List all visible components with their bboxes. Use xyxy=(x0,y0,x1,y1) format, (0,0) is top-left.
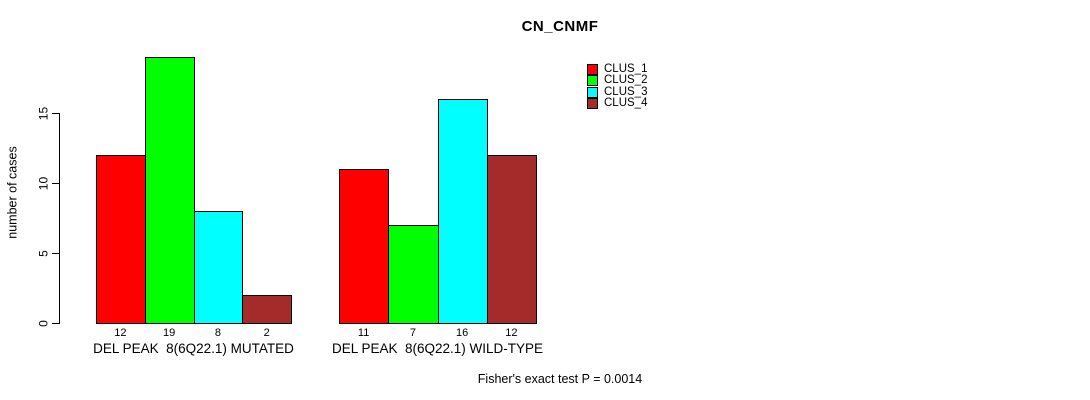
legend-swatch xyxy=(587,64,598,75)
legend-item: CLUS_3 xyxy=(587,85,648,98)
y-tick-label: 10 xyxy=(36,176,51,190)
bar-value-label: 12 xyxy=(505,327,518,339)
chart-title: CN_CNMF xyxy=(521,18,599,35)
legend-label: CLUS_3 xyxy=(604,85,648,98)
bar xyxy=(242,295,292,324)
legend-item: CLUS_2 xyxy=(587,74,648,87)
bar xyxy=(486,155,537,324)
bar xyxy=(193,211,244,324)
legend-label: CLUS_4 xyxy=(604,96,648,109)
y-axis-line xyxy=(59,113,60,324)
bar xyxy=(96,155,146,324)
y-tick-label: 5 xyxy=(36,249,51,257)
legend-label: CLUS_2 xyxy=(604,74,648,87)
bar-value-label: 7 xyxy=(409,327,416,339)
legend-swatch xyxy=(587,97,598,109)
y-axis-label: number of cases xyxy=(5,146,20,239)
bar-value-label: 19 xyxy=(163,327,176,339)
y-tick-label: 15 xyxy=(36,106,51,120)
legend-swatch xyxy=(587,86,598,98)
stat-annotation: Fisher's exact test P = 0.0014 xyxy=(477,372,643,386)
y-axis-tick xyxy=(52,323,59,324)
bar xyxy=(437,99,488,324)
y-axis-tick xyxy=(52,113,59,114)
bar-value-label: 11 xyxy=(357,327,370,339)
bar-value-label: 16 xyxy=(456,327,469,339)
y-axis-tick xyxy=(52,253,59,254)
legend-swatch xyxy=(587,75,598,87)
bar xyxy=(144,57,195,324)
legend-item: CLUS_4 xyxy=(587,96,648,109)
bar-value-label: 2 xyxy=(263,327,270,339)
x-group-label: DEL PEAK 8(6Q22.1) MUTATED xyxy=(93,341,294,356)
legend-label: CLUS_1 xyxy=(604,63,648,75)
x-group-label: DEL PEAK 8(6Q22.1) WILD-TYPE xyxy=(331,341,544,356)
bar-value-label: 12 xyxy=(114,327,127,339)
bar xyxy=(339,169,390,324)
y-tick-label: 0 xyxy=(36,319,51,327)
legend-item: CLUS_1 xyxy=(587,63,648,75)
bar xyxy=(388,225,439,324)
bar-value-label: 8 xyxy=(214,327,221,339)
y-axis-tick xyxy=(52,183,59,184)
